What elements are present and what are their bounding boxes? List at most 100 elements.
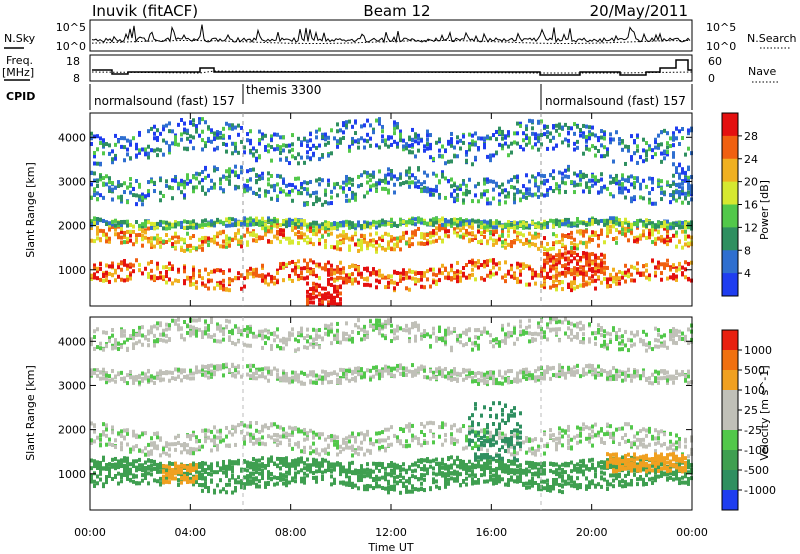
power-cell (384, 231, 387, 236)
power-cell (681, 225, 684, 230)
power-cell (174, 142, 177, 147)
power-cell (456, 140, 459, 145)
velocity-cell (183, 319, 186, 324)
velocity-cell (297, 373, 300, 378)
power-cell (390, 280, 393, 285)
velocity-cell (288, 462, 291, 467)
power-cell (342, 121, 345, 126)
power-cell (486, 262, 489, 267)
power-cell (492, 242, 495, 247)
power-cell (612, 194, 615, 199)
power-cell (549, 264, 552, 269)
power-cell (414, 181, 417, 186)
power-cell (429, 267, 432, 272)
power-cell (363, 138, 366, 143)
velocity-cell (114, 379, 117, 384)
power-cell (114, 270, 117, 275)
power-cell (279, 135, 282, 140)
power-cell (468, 275, 471, 280)
power-cell (120, 226, 123, 231)
power-cell (648, 200, 651, 205)
power-cell (402, 144, 405, 149)
power-cell (351, 177, 354, 182)
power-cell (561, 287, 564, 292)
power-cell (363, 239, 366, 244)
power-cell (450, 177, 453, 182)
power-cell (660, 130, 663, 135)
velocity-cell (120, 344, 123, 349)
velocity-cell (120, 447, 123, 452)
power-cell (399, 175, 402, 180)
velocity-cell (189, 464, 192, 469)
power-cell (414, 271, 417, 276)
power-cell (564, 234, 567, 239)
power-cell (183, 127, 186, 132)
power-cell (174, 231, 177, 236)
power-cell (174, 278, 177, 283)
power-cell (192, 267, 195, 272)
power-cell (201, 276, 204, 281)
power-cell (537, 119, 540, 124)
power-cell (573, 280, 576, 285)
velocity-cell (294, 370, 297, 375)
velocity-cell (216, 446, 219, 451)
power-cell (342, 220, 345, 225)
power-cell (129, 262, 132, 267)
power-cell (369, 123, 372, 128)
power-cell (636, 261, 639, 266)
power-cell (528, 140, 531, 145)
power-cell (453, 230, 456, 235)
velocity-cell (174, 319, 177, 324)
power-cell (195, 246, 198, 251)
power-cell (543, 275, 546, 280)
velocity-cell (135, 474, 138, 479)
velocity-cell (96, 435, 99, 440)
power-cell (462, 232, 465, 237)
power-cell (477, 136, 480, 141)
power-cell (555, 284, 558, 289)
power-cell (300, 140, 303, 145)
cpid-segment-label: normalsound (fast) 157 (545, 94, 686, 108)
power-cell (168, 144, 171, 149)
power-cell (258, 273, 261, 278)
power-cell (504, 238, 507, 243)
power-cell (312, 151, 315, 156)
velocity-cell (165, 441, 168, 446)
power-cell (351, 221, 354, 226)
velocity-cell (186, 476, 189, 481)
velocity-cell (294, 471, 297, 476)
nave-label: Nave (748, 65, 776, 78)
date-title: 20/May/2011 (590, 2, 688, 20)
velocity-cell (201, 444, 204, 449)
power-cell (147, 239, 150, 244)
power-cell (330, 263, 333, 268)
power-cell (387, 144, 390, 149)
power-cell (414, 277, 417, 282)
power-cell (366, 190, 369, 195)
velocity-cell (126, 464, 129, 469)
velocity-cell (303, 471, 306, 476)
power-cell (150, 242, 153, 247)
power-cell (351, 195, 354, 200)
power-cell (210, 278, 213, 283)
power-cell (213, 147, 216, 152)
power-cell (345, 235, 348, 240)
power-cell (324, 222, 327, 227)
velocity-cell (171, 442, 174, 447)
power-cell (306, 181, 309, 186)
power-cell (132, 269, 135, 274)
power-cell (147, 274, 150, 279)
power-cell (147, 193, 150, 198)
power-cell (651, 229, 654, 234)
power-cell (213, 182, 216, 187)
power-cell (534, 136, 537, 141)
velocity-cell (267, 434, 270, 439)
power-cell (612, 237, 615, 242)
power-cell (573, 183, 576, 188)
power-cell (282, 222, 285, 227)
power-cell (129, 177, 132, 182)
velocity-cell (276, 424, 279, 429)
power-cell (168, 267, 171, 272)
power-cell (345, 198, 348, 203)
velocity-cell (279, 377, 282, 382)
